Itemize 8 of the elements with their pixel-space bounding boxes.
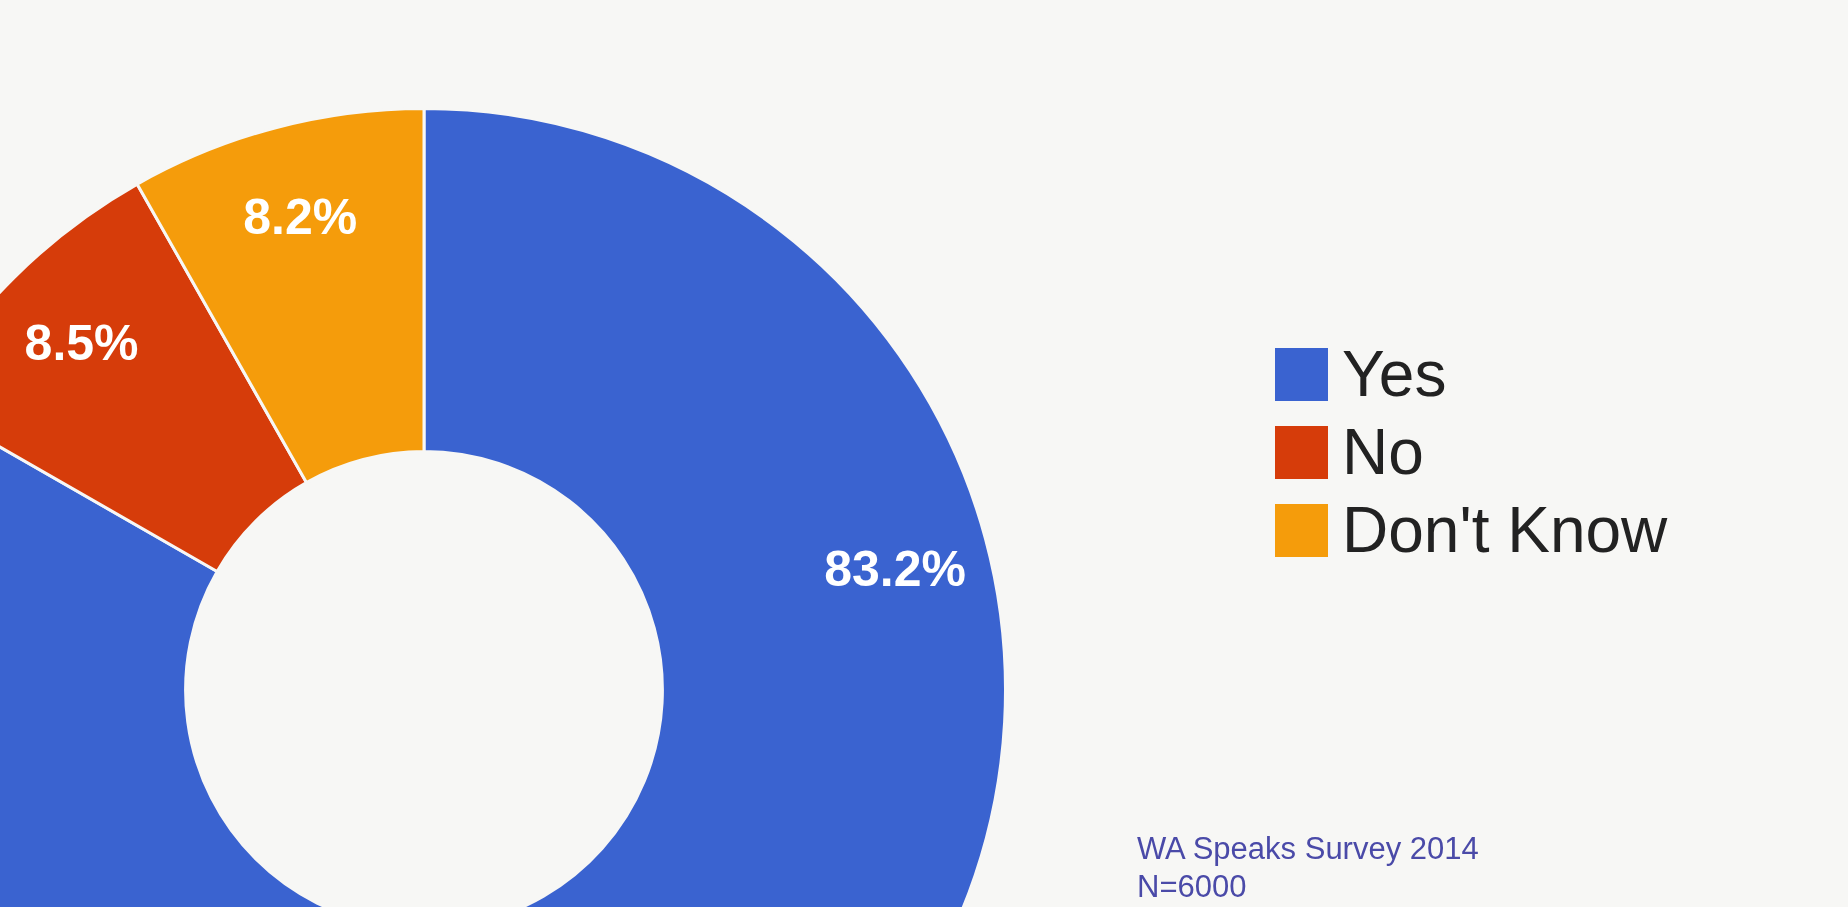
legend-label: No <box>1342 415 1424 489</box>
text: WA Speaks Survey 2014 <box>1137 830 1479 868</box>
legend-label: Yes <box>1342 337 1447 411</box>
data-label: 8.5% <box>24 314 139 371</box>
data-label: 8.2% <box>243 189 358 246</box>
legend-label: Don't Know <box>1342 493 1668 567</box>
text: N=6000 <box>1137 868 1248 906</box>
data-label: 83.2% <box>824 541 966 598</box>
